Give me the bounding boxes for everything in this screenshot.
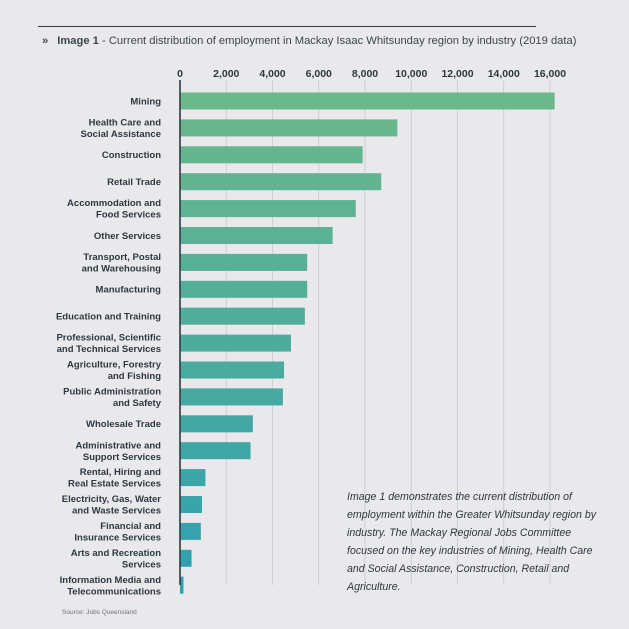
category-label: Mining — [130, 96, 161, 107]
bar — [180, 307, 305, 325]
category-label-line: Insurance Services — [74, 532, 161, 543]
category-label-line: Construction — [102, 150, 161, 161]
header-rule — [38, 26, 536, 27]
category-label-line: Other Services — [94, 231, 161, 242]
category-label: Professional, Scientific and Technical Se… — [56, 333, 161, 356]
category-label-line: Social Assistance — [81, 129, 161, 140]
category-label-line: Accommodation and — [67, 198, 161, 209]
category-label-line: Real Estate Services — [68, 479, 161, 490]
bar — [180, 173, 382, 191]
category-label: Information Media and Telecommunications — [60, 575, 162, 598]
category-label-line: Mining — [130, 96, 161, 107]
figure-label: Image 1 — [57, 35, 99, 47]
category-label-line: Wholesale Trade — [86, 419, 161, 430]
x-tick-label: 0 — [177, 68, 183, 80]
bar — [180, 576, 184, 594]
x-tick-label: 8,000 — [352, 68, 378, 80]
x-tick-label: 6,000 — [306, 68, 332, 80]
bar — [180, 361, 285, 379]
category-label: Accommodation and Food Services — [67, 198, 161, 221]
figure-title: - Current distribution of employment in … — [98, 35, 577, 47]
bar — [180, 388, 283, 406]
category-label: Manufacturing — [96, 285, 162, 296]
category-label-line: and Fishing — [108, 371, 162, 382]
category-label: Construction — [102, 150, 161, 161]
category-label: Wholesale Trade — [86, 419, 161, 430]
category-label-line: Public Administration — [63, 386, 161, 397]
bar — [180, 415, 253, 433]
figure-header: » Image 1 - Current distribution of emplo… — [42, 35, 602, 47]
bar — [180, 496, 202, 513]
category-label-line: Services — [122, 559, 161, 570]
bar — [180, 469, 206, 487]
category-label-line: and Warehousing — [82, 263, 162, 274]
bar — [180, 92, 555, 110]
source-note: Source: Jobs Queensland — [62, 609, 137, 616]
category-label-line: Rental, Hiring and — [80, 467, 161, 478]
category-label: Education and Training — [56, 312, 161, 323]
category-label-line: Food Services — [96, 210, 161, 221]
x-tick-label: 12,000 — [441, 68, 473, 80]
bar — [180, 334, 291, 352]
category-label: Retail Trade — [107, 177, 161, 188]
category-label-line: Financial and — [100, 521, 161, 532]
x-tick-label: 16,000 — [534, 68, 566, 80]
x-tick-label: 14,000 — [488, 68, 520, 80]
category-label-line: Electricity, Gas, Water — [62, 494, 162, 505]
category-label-line: Health Care and — [89, 117, 162, 128]
category-label-line: Retail Trade — [107, 177, 161, 188]
x-tick-label: 4,000 — [259, 68, 285, 80]
category-label: Arts and Recreation Services — [71, 548, 161, 571]
category-label-line: Telecommunications — [67, 586, 161, 597]
category-label: Other Services — [94, 231, 161, 242]
category-label: Agriculture, Forestry and Fishing — [67, 360, 162, 383]
category-label-line: and Safety — [113, 398, 162, 409]
category-label-line: Administrative and — [75, 440, 161, 451]
category-label-line: Manufacturing — [96, 285, 162, 296]
category-label: Health Care and Social Assistance — [81, 117, 162, 140]
category-label-line: Arts and Recreation — [71, 548, 161, 559]
bar — [180, 549, 192, 567]
category-label-line: Information Media and — [60, 575, 162, 586]
category-label-line: Agriculture, Forestry — [67, 360, 162, 371]
bar — [180, 442, 251, 460]
bar — [180, 119, 398, 137]
bar — [180, 522, 201, 540]
category-label-line: Transport, Postal — [83, 252, 161, 263]
category-label: Electricity, Gas, Water and Waste Service… — [62, 494, 162, 517]
bar — [180, 227, 333, 244]
category-label-line: and Technical Services — [57, 344, 161, 355]
category-label: Public Administration and Safety — [63, 386, 162, 409]
chevron-icon: » — [42, 35, 49, 47]
category-label-line: and Waste Services — [72, 506, 161, 517]
category-label: Transport, Postal and Warehousing — [82, 252, 162, 275]
category-label: Administrative and Support Services — [75, 440, 161, 463]
bar — [180, 146, 363, 164]
category-label-line: Professional, Scientific — [56, 333, 161, 344]
category-label: Financial and Insurance Services — [74, 521, 161, 544]
bar — [180, 280, 308, 298]
x-tick-label: 10,000 — [395, 68, 427, 80]
x-tick-label: 2,000 — [213, 68, 239, 80]
category-label-line: Support Services — [83, 452, 161, 463]
bar — [180, 200, 356, 218]
category-label-line: Education and Training — [56, 312, 161, 323]
category-label: Rental, Hiring and Real Estate Services — [68, 467, 161, 490]
description-note: Image 1 demonstrates the current distrib… — [347, 491, 597, 593]
bar — [180, 253, 308, 271]
